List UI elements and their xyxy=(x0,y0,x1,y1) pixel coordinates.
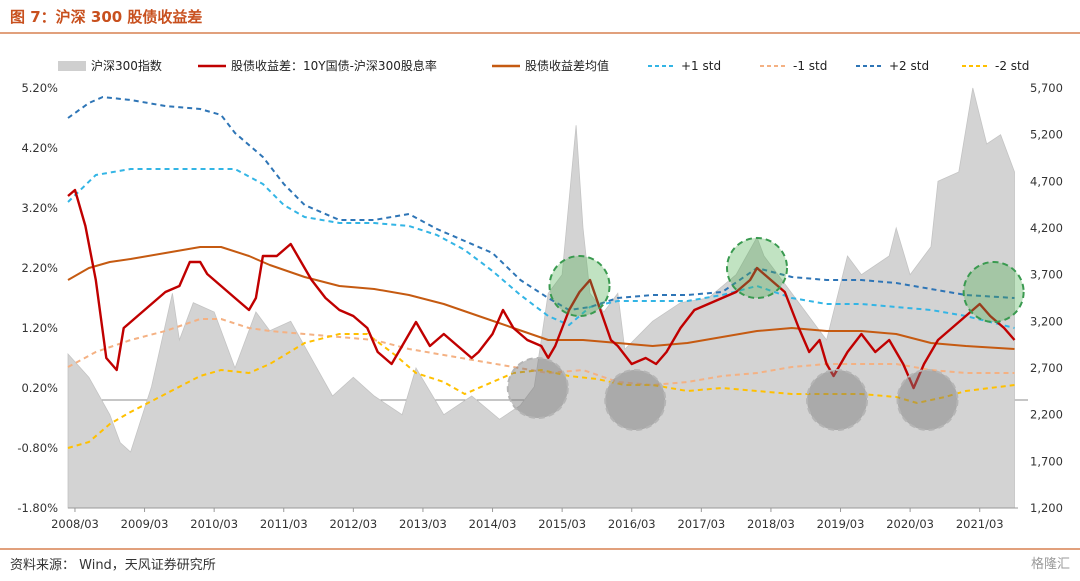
x-tick-label: 2018/03 xyxy=(747,517,795,531)
y-right-tick-label: 2,700 xyxy=(1030,361,1063,375)
page-title: 图 7：沪深 300 股债收益差 xyxy=(10,8,203,26)
legend-label: +1 std xyxy=(681,59,721,73)
legend-label: 股债收益差：10Y国债-沪深300股息率 xyxy=(231,58,437,73)
mean-line xyxy=(67,246,1015,350)
axes: 5.20% 4.20% 3.20% 2.20% 1.20% 0.20% -0.80% -1.8… xyxy=(17,81,1063,531)
source-note: 资料来源： Wind，天风证券研究所 xyxy=(10,558,216,573)
y-left-tick-label: 2.20% xyxy=(21,261,58,275)
plus2-std-line xyxy=(67,96,1015,311)
gray-circle-annotation xyxy=(604,369,667,431)
y-right-tick-label: 5,700 xyxy=(1030,81,1063,95)
y-right-tick-label: 5,200 xyxy=(1030,128,1063,142)
plus1-std-line xyxy=(67,168,1015,329)
x-tick-label: 2020/03 xyxy=(886,517,934,531)
x-tick-label: 2015/03 xyxy=(538,517,586,531)
csi300-area xyxy=(67,87,1015,509)
legend-swatch xyxy=(58,61,86,71)
gray-circle-annotation xyxy=(806,369,869,431)
legend-label: -1 std xyxy=(793,59,827,73)
gray-circle-annotation xyxy=(896,369,959,431)
spread-line xyxy=(67,188,1016,390)
y-right-tick-label: 3,700 xyxy=(1030,268,1063,282)
csi300-area-path xyxy=(67,87,1015,509)
y-left-tick-label: -1.80% xyxy=(17,501,58,515)
y-right-tick-label: 3,200 xyxy=(1030,314,1063,328)
y-right-tick-label: 1,200 xyxy=(1030,501,1063,515)
gray-circle-annotation xyxy=(506,357,569,419)
x-tick-label: 2016/03 xyxy=(608,517,656,531)
green-circle-annotation xyxy=(548,255,611,317)
y-right-tick-label: 2,200 xyxy=(1030,408,1063,422)
x-tick-label: 2010/03 xyxy=(190,517,238,531)
series-lines xyxy=(67,96,1016,449)
green-circle-annotation xyxy=(962,261,1025,323)
x-tick-label: 2011/03 xyxy=(260,517,308,531)
minus1-std-line xyxy=(67,318,1015,386)
y-left-tick-label: 0.20% xyxy=(21,381,58,395)
x-tick-label: 2008/03 xyxy=(51,517,99,531)
x-tick-label: 2019/03 xyxy=(817,517,865,531)
green-circle-annotation xyxy=(726,237,789,299)
y-left-tick-label: 4.20% xyxy=(21,141,58,155)
legend-label: 股债收益差均值 xyxy=(525,58,609,73)
legend-label: -2 std xyxy=(995,59,1029,73)
x-tick-label: 2012/03 xyxy=(329,517,377,531)
y-left-tick-label: 1.20% xyxy=(21,321,58,335)
y-right-tick-label: 4,200 xyxy=(1030,221,1063,235)
legend-label: +2 std xyxy=(889,59,929,73)
title-divider xyxy=(0,32,1080,34)
circle-annotations xyxy=(506,237,1025,431)
y-left-tick-label: 3.20% xyxy=(21,201,58,215)
watermark: 格隆汇 xyxy=(1030,557,1070,572)
x-tick-label: 2017/03 xyxy=(677,517,725,531)
x-tick-label: 2014/03 xyxy=(469,517,517,531)
x-tick-label: 2021/03 xyxy=(956,517,1004,531)
y-left-tick-label: -0.80% xyxy=(17,441,58,455)
minus2-std-line xyxy=(67,333,1015,449)
y-left-tick-label: 5.20% xyxy=(21,81,58,95)
source-divider xyxy=(0,548,1080,550)
y-right-tick-label: 4,700 xyxy=(1030,174,1063,188)
y-right-tick-label: 1,700 xyxy=(1030,454,1063,468)
legend: 沪深300指数 股债收益差：10Y国债-沪深300股息率 股债收益差均值 +1 std… xyxy=(58,58,1029,73)
x-tick-label: 2013/03 xyxy=(399,517,447,531)
x-tick-label: 2009/03 xyxy=(121,517,169,531)
legend-label: 沪深300指数 xyxy=(91,58,162,73)
